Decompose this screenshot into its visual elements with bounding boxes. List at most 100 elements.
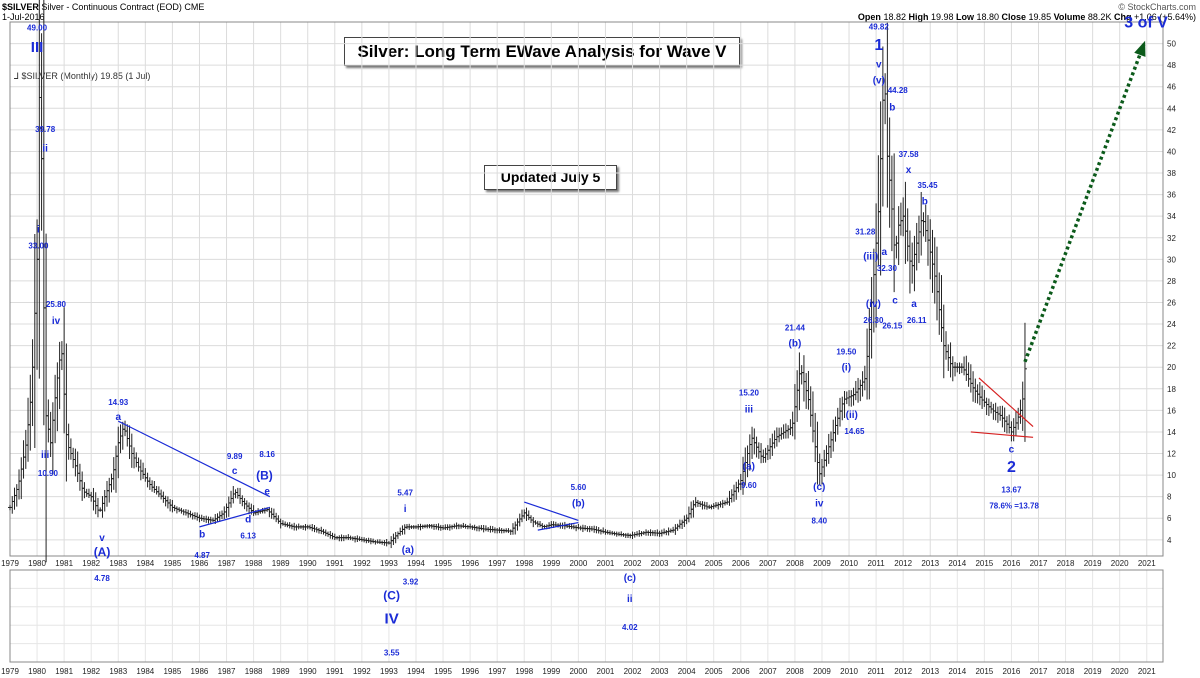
x-tick-label: 1988 <box>245 559 263 568</box>
price-bar <box>156 486 161 498</box>
price-bar <box>447 524 452 531</box>
price-bar <box>704 502 709 510</box>
trendline <box>970 431 1034 438</box>
wave-label: i <box>404 504 407 515</box>
wave-label: d <box>245 515 251 526</box>
price-bar <box>824 445 829 467</box>
wave-label: iii <box>41 450 50 461</box>
x-tick-label-lower: 2001 <box>597 667 615 676</box>
price-bar <box>702 501 707 510</box>
y-tick-label: 48 <box>1167 61 1176 70</box>
y-tick-label: 4 <box>1167 536 1172 545</box>
price-bar <box>114 445 119 493</box>
wave-label: 39.78 <box>35 125 56 134</box>
x-tick-label: 2009 <box>813 559 831 568</box>
price-bar <box>280 520 285 526</box>
wave-label: 14.65 <box>844 427 865 436</box>
x-tick-label: 1981 <box>55 559 73 568</box>
price-bar <box>966 362 971 387</box>
projection-arrow-line <box>1023 42 1146 363</box>
price-bar <box>957 362 962 375</box>
price-bar <box>675 523 680 531</box>
x-tick-label-lower: 1988 <box>245 667 263 676</box>
price-bar <box>989 401 994 414</box>
wave-label: 10.90 <box>38 469 59 478</box>
price-bar <box>889 155 894 252</box>
x-tick-label: 1994 <box>407 559 425 568</box>
price-bar <box>720 499 725 509</box>
x-tick-label: 1984 <box>136 559 154 568</box>
price-bar <box>770 433 775 456</box>
x-tick-label: 2014 <box>948 559 966 568</box>
wave-label: a <box>911 299 917 310</box>
ohlc-label: Low <box>956 12 977 22</box>
price-bar <box>716 502 721 510</box>
price-bar <box>188 510 193 518</box>
price-bar <box>141 462 146 479</box>
price-bar <box>116 426 121 479</box>
price-bar <box>826 433 831 464</box>
price-bar <box>75 451 80 483</box>
trendlines <box>117 377 1034 531</box>
price-bar <box>50 402 55 475</box>
price-bar <box>583 525 588 531</box>
price-bar <box>174 506 179 514</box>
price-bar <box>102 489 107 512</box>
price-bar <box>46 399 51 443</box>
x-tick-label-lower: 2013 <box>921 667 939 676</box>
wave-label: 33.00 <box>28 242 49 251</box>
wave-label: 32.30 <box>877 264 898 273</box>
x-tick-label-lower: 1992 <box>353 667 371 676</box>
price-bar <box>161 491 166 503</box>
price-bar <box>984 397 989 416</box>
x-tick-label-lower: 2012 <box>894 667 912 676</box>
x-tick-label-lower: 1983 <box>109 667 127 676</box>
wave-labels: 3 of V49.00III39.78iii33.0025.80iviii10.… <box>27 15 1168 658</box>
x-tick-label: 2005 <box>705 559 723 568</box>
x-tick-label-lower: 1998 <box>515 667 533 676</box>
price-bar <box>100 496 105 518</box>
price-bar <box>154 485 159 495</box>
price-bar <box>998 405 1003 421</box>
price-bar <box>346 534 351 540</box>
x-tick-label: 2010 <box>840 559 858 568</box>
symbol: $SILVER <box>2 2 39 12</box>
wave-label: 25.80 <box>46 300 67 309</box>
price-bar <box>77 463 82 491</box>
price-bar <box>977 381 982 406</box>
wave-label: 26.11 <box>907 316 927 325</box>
price-bar <box>788 419 793 435</box>
price-bar <box>1013 410 1018 437</box>
x-tick-label: 1998 <box>515 559 533 568</box>
legend-mark-icon: ⅃ <box>14 71 20 81</box>
price-bar <box>939 275 944 342</box>
price-bar <box>450 524 455 530</box>
price-bar <box>851 387 856 406</box>
x-tick-label: 2001 <box>597 559 615 568</box>
price-bar <box>813 412 818 463</box>
price-bar <box>276 515 281 524</box>
price-bar <box>495 528 500 534</box>
x-tick-label: 2013 <box>921 559 939 568</box>
price-bar <box>689 501 694 519</box>
price-bar <box>274 512 279 523</box>
ohlc-value: +1.06 (+5.64%) <box>1133 12 1196 22</box>
x-tick-label: 2017 <box>1030 559 1048 568</box>
price-bar <box>111 457 116 490</box>
y-tick-label: 18 <box>1167 385 1176 394</box>
price-bar <box>862 365 867 391</box>
wave-label: c <box>1009 444 1015 455</box>
price-bar <box>849 390 854 407</box>
x-tick-label-lower: 1979 <box>1 667 19 676</box>
price-bar <box>510 523 515 535</box>
y-tick-label: 16 <box>1167 406 1176 415</box>
x-tick-label: 1987 <box>218 559 236 568</box>
price-bar <box>835 407 840 435</box>
price-bar <box>959 363 964 374</box>
price-bar <box>732 484 737 502</box>
price-bar <box>1002 407 1007 433</box>
x-tick-label-lower: 2015 <box>975 667 993 676</box>
x-tick-label: 2020 <box>1111 559 1129 568</box>
wave-label: 26.30 <box>863 316 884 325</box>
